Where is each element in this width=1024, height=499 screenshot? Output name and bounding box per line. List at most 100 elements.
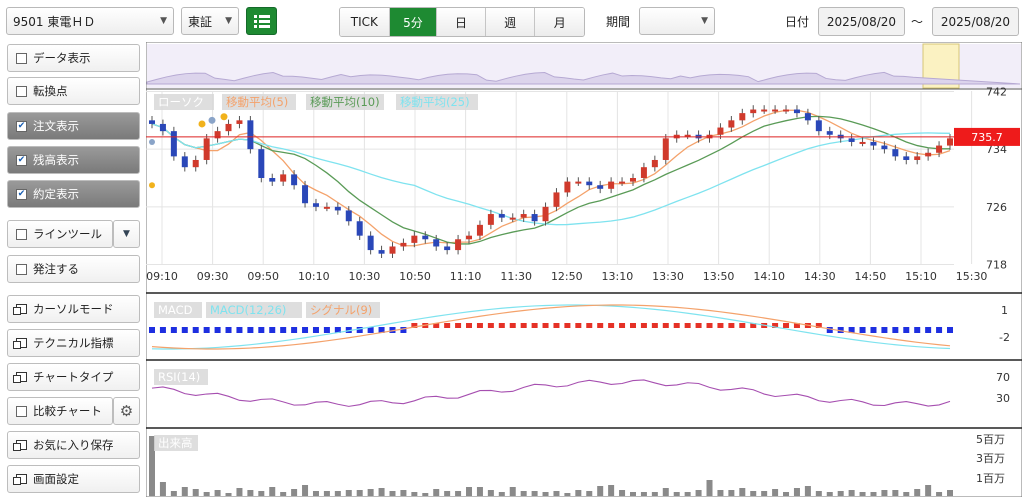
candle-body bbox=[225, 123, 232, 132]
macd-histogram-bar bbox=[433, 323, 440, 328]
volume-bar bbox=[411, 492, 418, 496]
macd-histogram-bar bbox=[651, 323, 658, 328]
tab-interval-day[interactable]: 日 bbox=[437, 8, 486, 36]
macd-histogram-bar bbox=[881, 327, 888, 333]
candle-body bbox=[881, 145, 888, 150]
date-label: 日付 bbox=[785, 15, 810, 29]
volume-bar bbox=[761, 491, 768, 496]
macd-histogram-bar bbox=[553, 323, 560, 328]
legend-chip bbox=[306, 94, 384, 110]
macd-histogram-bar bbox=[684, 323, 691, 328]
candle-body bbox=[181, 156, 188, 168]
volume-bar bbox=[433, 489, 440, 496]
macd-histogram-bar bbox=[728, 323, 735, 328]
volume-bar bbox=[772, 489, 779, 496]
candle-body bbox=[149, 120, 155, 124]
volume-bar bbox=[476, 487, 483, 496]
sidebar-item-save-favorite[interactable]: お気に入り保存 bbox=[7, 431, 140, 459]
volume-bar bbox=[531, 491, 538, 496]
sidebar-item-data-display[interactable]: データ表示 bbox=[7, 44, 140, 72]
legend-chip bbox=[154, 302, 202, 318]
checkbox-icon: ✔ bbox=[16, 154, 27, 166]
macd-histogram-bar bbox=[542, 323, 549, 328]
candle-body bbox=[903, 156, 910, 160]
volume-bar bbox=[225, 493, 232, 496]
sidebar-item-place-order[interactable]: 発注する bbox=[7, 255, 140, 283]
y-tick-label: 718 bbox=[986, 259, 1007, 272]
volume-bar bbox=[280, 492, 287, 496]
volume-bar bbox=[181, 487, 188, 496]
legend-chip bbox=[154, 94, 214, 110]
candle-body bbox=[684, 134, 691, 137]
legend-0: ローソク bbox=[158, 95, 204, 109]
candle-body bbox=[662, 138, 669, 160]
volume-bar bbox=[859, 492, 866, 496]
window-icon bbox=[13, 372, 27, 383]
candle-body bbox=[170, 131, 177, 157]
sidebar-item-screen-settings[interactable]: 画面設定 bbox=[7, 465, 140, 493]
comparison-settings-button[interactable]: ⚙ bbox=[113, 397, 140, 425]
tab-interval-week[interactable]: 週 bbox=[485, 8, 536, 36]
candle-body bbox=[586, 181, 593, 186]
macd-histogram-bar bbox=[411, 323, 418, 328]
market-select[interactable]: 東証 ▼ bbox=[181, 7, 239, 35]
tab-interval-tick[interactable]: TICK bbox=[340, 8, 390, 36]
sidebar-item-chart-type[interactable]: チャートタイプ bbox=[7, 363, 140, 391]
line-tool-dropdown-button[interactable]: ▼ bbox=[113, 220, 140, 248]
candle-body bbox=[772, 109, 779, 112]
list-menu-button[interactable] bbox=[246, 7, 277, 35]
volume-bar bbox=[444, 491, 451, 496]
volume-bar bbox=[356, 490, 363, 496]
macd-signal-line bbox=[151, 304, 951, 350]
checkbox-icon bbox=[16, 52, 27, 64]
volume-tick-label: 3百万 bbox=[976, 452, 1005, 465]
x-tick-label: 12:50 bbox=[551, 270, 583, 283]
macd-histogram-bar bbox=[619, 323, 626, 328]
macd-histogram-bar bbox=[608, 323, 615, 328]
macd-histogram-bar bbox=[695, 323, 702, 328]
checkbox-icon: ✔ bbox=[16, 188, 27, 200]
volume-bar bbox=[597, 486, 604, 496]
current-price-label: 735.7 bbox=[971, 131, 1003, 144]
sidebar-item-turning-point[interactable]: 転換点 bbox=[7, 77, 140, 105]
sidebar-item-comparison-chart[interactable]: 比較チャート bbox=[7, 397, 113, 425]
candle-body bbox=[509, 217, 516, 220]
tab-interval-5min[interactable]: 5分 bbox=[389, 8, 438, 36]
current-price-badge bbox=[954, 127, 1020, 146]
volume-bar bbox=[804, 486, 811, 496]
symbol-select[interactable]: 9501 東電ＨＤ ▼ bbox=[6, 7, 174, 35]
tab-interval-month[interactable]: 月 bbox=[535, 8, 584, 36]
sidebar-item-cursor-mode[interactable]: カーソルモード bbox=[7, 295, 140, 323]
sidebar-item-label: テクニカル指標 bbox=[33, 336, 114, 350]
candle-body bbox=[312, 203, 319, 207]
candle-body bbox=[575, 181, 582, 184]
x-tick-label: 15:30 bbox=[956, 270, 988, 283]
macd-histogram-bar bbox=[597, 323, 604, 328]
volume-bar bbox=[247, 490, 254, 496]
candle-body bbox=[815, 120, 822, 132]
sidebar-item-balance-display[interactable]: ✔ 残高表示 bbox=[7, 146, 140, 174]
sidebar-item-line-tool[interactable]: ラインツール bbox=[7, 220, 113, 248]
gear-icon: ⚙ bbox=[119, 402, 134, 420]
macd-histogram-bar bbox=[312, 327, 319, 333]
date-from-input[interactable]: 2025/08/20 bbox=[818, 7, 905, 36]
macd-histogram-bar bbox=[367, 327, 374, 333]
period-select[interactable]: ▼ bbox=[639, 7, 715, 35]
date-to-input[interactable]: 2025/08/20 bbox=[932, 7, 1019, 36]
macd-histogram-bar bbox=[334, 327, 341, 333]
macd-histogram-bar bbox=[520, 323, 527, 328]
sidebar-item-label: チャートタイプ bbox=[33, 370, 114, 384]
sidebar-item-execution-display[interactable]: ✔ 約定表示 bbox=[7, 180, 140, 208]
chart-area[interactable]: 742 734 726 718 735.7 ローソク 移動平均(5) 移動平均(10) 移動平均… bbox=[146, 42, 1022, 497]
legend-chip bbox=[154, 369, 208, 385]
candle-body bbox=[433, 239, 440, 247]
volume-legend: 出来高 bbox=[158, 436, 193, 450]
sidebar-item-label: 転換点 bbox=[33, 84, 68, 98]
volume-bar bbox=[608, 485, 615, 496]
sidebar-item-order-display[interactable]: ✔ 注文表示 bbox=[7, 112, 140, 140]
candle-body bbox=[914, 156, 921, 160]
macd-histogram-bar bbox=[159, 327, 166, 333]
candle-body bbox=[367, 235, 374, 251]
macd-histogram-bar bbox=[629, 323, 636, 328]
sidebar-item-technical-indicator[interactable]: テクニカル指標 bbox=[7, 329, 140, 357]
